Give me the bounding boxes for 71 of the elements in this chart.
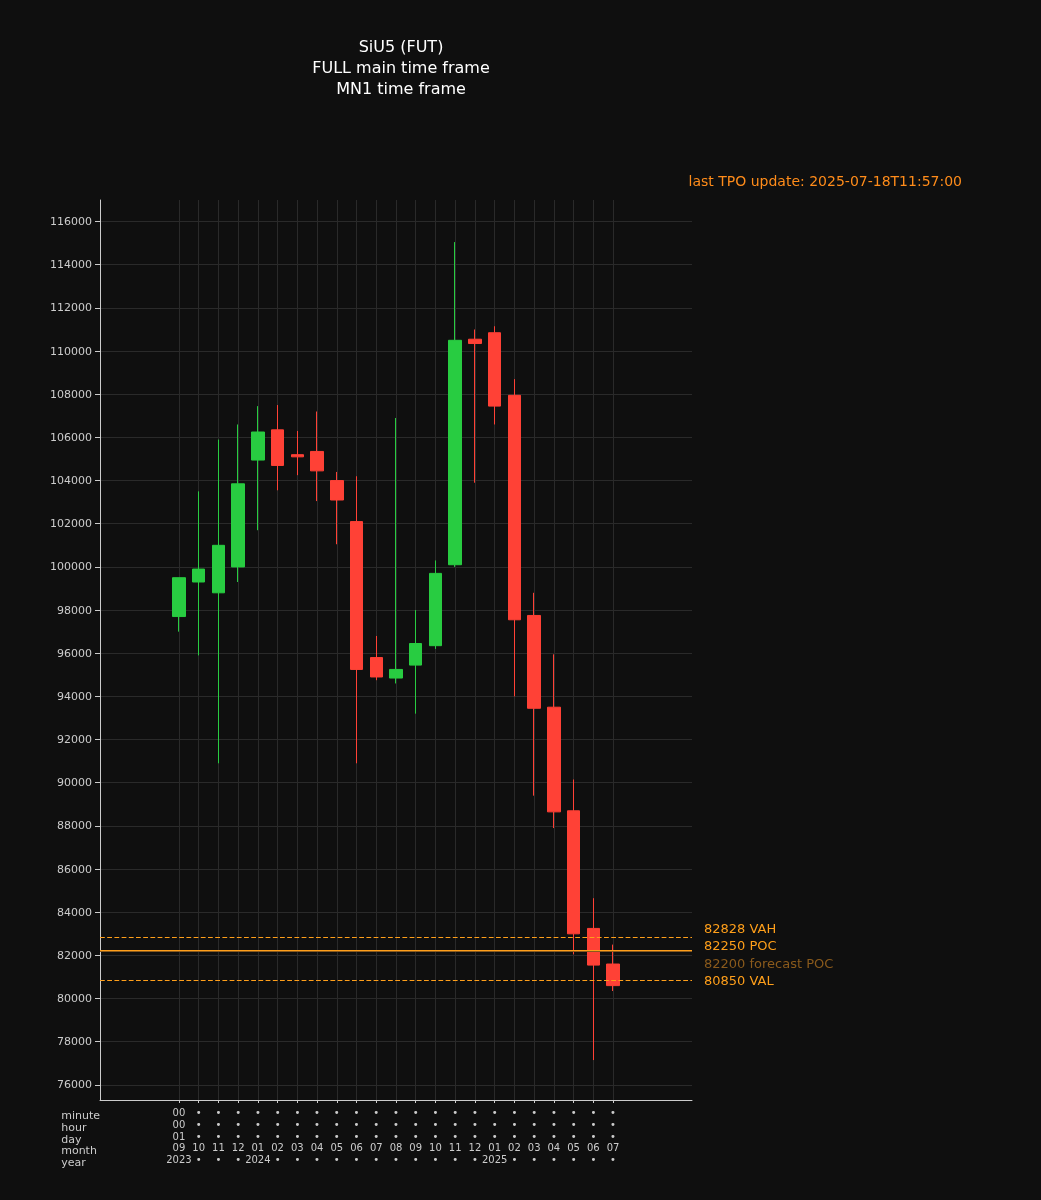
y-tick-label: 90000 [57, 776, 92, 790]
x-tick-label: • • • 07 • [369, 1107, 383, 1166]
ref-line-label: 82828 VAH [704, 920, 777, 936]
candlestick [468, 329, 482, 484]
x-axis-title: minute hour day month year [61, 1109, 101, 1170]
candlestick [429, 559, 442, 650]
y-tick-label: 94000 [57, 689, 92, 703]
y-tick-label: 78000 [57, 1035, 92, 1049]
candlestick [389, 417, 403, 684]
y-tick-label: 88000 [57, 819, 92, 833]
x-tick-label: • • • 04 • [547, 1107, 561, 1166]
y-tick-label: 104000 [50, 474, 92, 488]
y-tick-label: 106000 [50, 430, 92, 444]
x-tick-label: • • • 03 • [290, 1107, 304, 1166]
candlestick [409, 609, 422, 715]
x-tick-label: • • • 11 • [212, 1107, 225, 1166]
y-tick-label: 114000 [50, 258, 92, 272]
y-tick-label: 80000 [57, 992, 92, 1006]
x-tick-label: • • • 10 • [429, 1107, 442, 1166]
candlestick [547, 653, 561, 829]
ref-line-label: 82250 POC [704, 938, 777, 954]
candlestick [310, 411, 324, 502]
x-tick-label: 00 00 01 09 2023 [166, 1107, 192, 1166]
y-tick-label: 100000 [50, 560, 92, 574]
candlestick [567, 779, 580, 955]
x-tick-label: • • • 12 • [468, 1107, 482, 1166]
candlestick [271, 404, 284, 491]
x-tick-label: • • • 03 • [527, 1107, 541, 1166]
ref-line-label: 82200 forecast POC [704, 955, 834, 971]
x-tick-label: • • • 07 • [606, 1107, 620, 1166]
x-tick-label: • • • 06 • [586, 1107, 600, 1166]
y-tick-label: 82000 [57, 948, 92, 962]
y-tick-label: 76000 [57, 1078, 92, 1092]
x-tick-label: • • • 11 • [448, 1107, 462, 1166]
candlestick [231, 423, 245, 583]
y-tick-label: 98000 [57, 603, 92, 617]
y-tick-label: 96000 [57, 646, 92, 660]
candlestick [251, 405, 265, 531]
x-tick-label: • • • 01 2024 [245, 1107, 271, 1166]
chart-title: SiU5 (FUT) FULL main time frame MN1 time frame [312, 37, 490, 98]
x-tick-label: • • • 02 • [508, 1107, 521, 1166]
x-tick-label: • • • 06 • [350, 1107, 363, 1166]
candlestick [527, 592, 541, 797]
x-tick-label: • • • 05 • [567, 1107, 580, 1166]
candlestick [330, 471, 344, 545]
x-tick-label: • • • 12 • [231, 1107, 245, 1166]
candlestick [172, 577, 186, 633]
candlestick [587, 897, 600, 1061]
candlestick [192, 490, 205, 656]
candlestick [350, 475, 363, 764]
candlestick [291, 430, 304, 476]
x-tick-label: • • • 02 • [271, 1107, 284, 1166]
x-tick-label: • • • 09 • [409, 1107, 423, 1166]
text: last TPO update: 2025-07-18T11:57:00 [688, 173, 962, 189]
y-tick-label: 102000 [50, 517, 92, 531]
y-tick-label: 108000 [50, 387, 92, 401]
y-tick-label: 110000 [50, 344, 92, 358]
y-tick-label: 84000 [57, 905, 92, 919]
candlestick [488, 325, 501, 425]
x-tick-label: • • • 01 2025 [481, 1107, 508, 1166]
y-tick-label: 92000 [57, 733, 92, 747]
x-tick-label: • • • 04 • [310, 1107, 324, 1166]
candlestick [606, 944, 620, 992]
ref-line-label: 80850 VAL [704, 973, 775, 989]
x-tick-label: • • • 08 • [389, 1107, 403, 1166]
x-tick-label: • • • 05 • [330, 1107, 344, 1166]
x-tick-label: • • • 10 • [192, 1107, 206, 1166]
y-tick-label: 86000 [57, 862, 92, 876]
y-tick-label: 112000 [50, 301, 92, 315]
candlestick [370, 635, 383, 681]
y-tick-label: 116000 [50, 215, 92, 229]
